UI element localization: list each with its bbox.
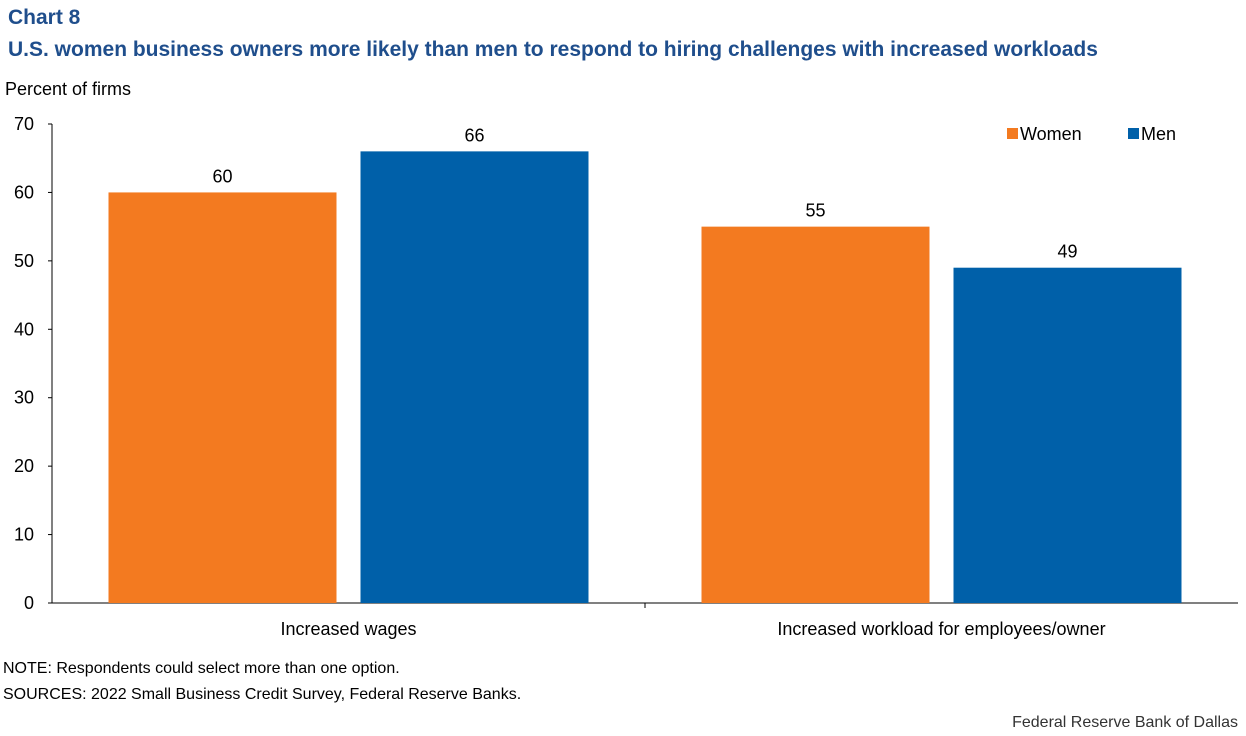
legend-swatch-men (1128, 128, 1139, 139)
chart-number: Chart 8 (8, 6, 81, 29)
y-tick-label: 60 (14, 182, 34, 202)
y-tick-label: 50 (14, 251, 34, 271)
bar-men (953, 267, 1182, 603)
bar-women (108, 192, 337, 603)
y-tick-label: 10 (14, 525, 34, 545)
x-tick-label: Increased wages (280, 619, 416, 639)
chart-title: U.S. women business owners more likely t… (8, 38, 1098, 61)
y-tick-label: 0 (24, 593, 34, 613)
data-label: 55 (805, 201, 825, 221)
data-label: 60 (212, 166, 232, 186)
legend-label-men: Men (1141, 124, 1176, 144)
y-tick-label: 20 (14, 456, 34, 476)
y-tick-label: 70 (14, 114, 34, 134)
data-label: 66 (464, 125, 484, 145)
note-text: NOTE: Respondents could select more than… (3, 660, 400, 677)
bar-women (701, 226, 930, 603)
data-label: 49 (1057, 242, 1077, 262)
legend-label-women: Women (1020, 124, 1082, 144)
y-axis-label: Percent of firms (5, 79, 132, 99)
y-tick-label: 40 (14, 319, 34, 339)
x-tick-label: Increased workload for employees/owner (777, 619, 1105, 639)
y-tick-label: 30 (14, 388, 34, 408)
credit-text: Federal Reserve Bank of Dallas (1012, 714, 1238, 731)
legend-swatch-women (1007, 128, 1018, 139)
bar-men (360, 151, 589, 603)
sources-text: SOURCES: 2022 Small Business Credit Surv… (3, 686, 522, 703)
